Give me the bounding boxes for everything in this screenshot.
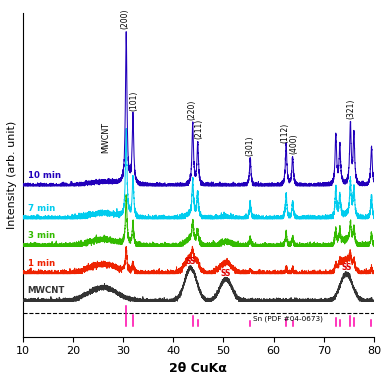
Text: SS: SS	[185, 257, 196, 265]
Text: Sn (PDF #04-0673): Sn (PDF #04-0673)	[253, 315, 323, 322]
Text: SS: SS	[341, 262, 352, 272]
Text: (220): (220)	[187, 100, 196, 120]
Text: MWCNT: MWCNT	[101, 122, 110, 153]
Text: 7 min: 7 min	[28, 204, 55, 213]
Text: (211): (211)	[194, 119, 203, 139]
Text: 10 min: 10 min	[28, 171, 61, 180]
Text: (400): (400)	[289, 133, 298, 154]
Text: (301): (301)	[246, 135, 255, 155]
Text: (321): (321)	[347, 98, 356, 119]
Text: SS: SS	[221, 269, 231, 278]
Text: 3 min: 3 min	[28, 231, 55, 240]
Text: MWCNT: MWCNT	[28, 286, 65, 295]
X-axis label: 2θ CuKα: 2θ CuKα	[169, 362, 227, 375]
Text: (101): (101)	[129, 90, 139, 110]
Text: (112): (112)	[281, 122, 289, 142]
Text: (200): (200)	[121, 8, 130, 29]
Y-axis label: Intensity (arb. unit): Intensity (arb. unit)	[7, 121, 17, 229]
Text: 1 min: 1 min	[28, 259, 55, 267]
